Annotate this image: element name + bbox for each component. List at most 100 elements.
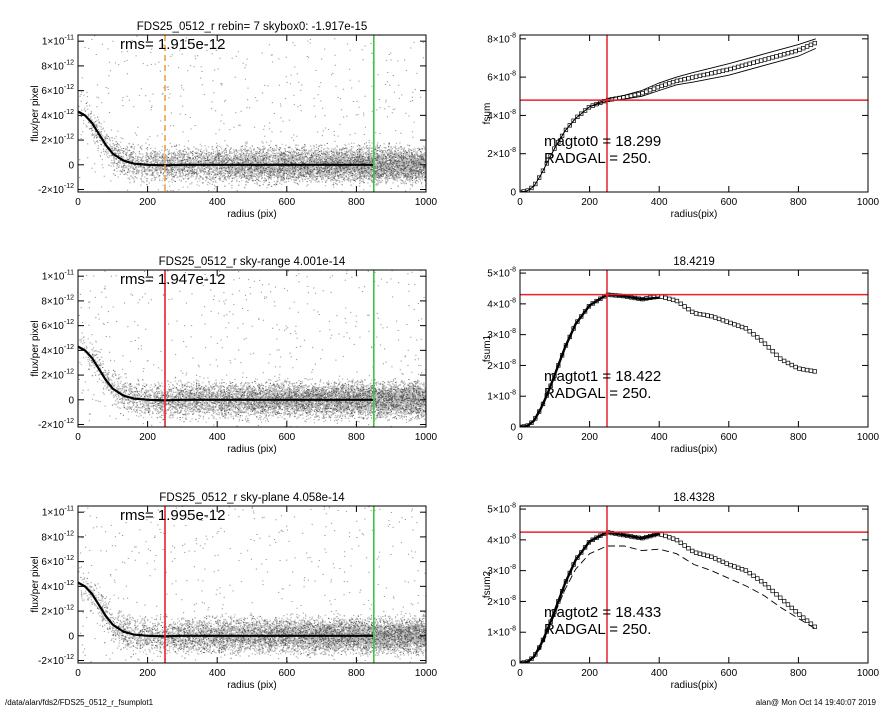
mean-profile-line [78, 581, 374, 638]
x-tick-label: 400 [651, 432, 668, 443]
y-tick-label: 4×10-8 [487, 109, 516, 122]
data-point [720, 68, 726, 73]
data-point [682, 304, 687, 309]
chart-title: FDS25_0512_r sky-plane 4.058e-14 [159, 492, 345, 504]
data-point [716, 69, 722, 74]
mean-profile-line [78, 345, 374, 402]
plot-frame [77, 269, 427, 428]
x-tick-label: 200 [581, 668, 598, 679]
data-point [571, 118, 576, 123]
data-point [709, 314, 714, 319]
data-point [667, 535, 672, 540]
series-line-solid-upper [520, 38, 816, 192]
plot-area-p3 [78, 270, 426, 427]
data-point [686, 76, 691, 81]
data-point [739, 324, 745, 330]
data-point [709, 554, 714, 559]
data-point [536, 175, 542, 180]
x-tick-label: 800 [348, 432, 365, 443]
plot-frame [519, 34, 869, 193]
data-point [655, 85, 660, 90]
radgal-annotation: RADGAL = 250. [544, 385, 651, 402]
data-point [766, 585, 771, 590]
data-point [582, 108, 588, 113]
data-point [659, 83, 664, 89]
data-point [801, 367, 806, 372]
y-tick-label: 1×10-8 [487, 390, 516, 403]
data-point [529, 185, 534, 191]
y-tick-label: 3×10-8 [487, 564, 516, 577]
data-point [693, 311, 699, 316]
data-point [670, 297, 676, 303]
data-point [774, 592, 779, 597]
y-tick-label: 6×10-12 [41, 319, 74, 332]
y-tick-label: 0 [510, 188, 516, 199]
data-point [759, 58, 764, 63]
x-axis-label: radius (pix) [227, 209, 276, 220]
rms-annotation: rms= 1.995e-12 [120, 507, 225, 524]
data-point [774, 352, 779, 358]
data-point [797, 612, 802, 617]
data-point [789, 362, 794, 368]
x-tick-label: 800 [790, 668, 807, 679]
x-tick-label: 0 [517, 668, 523, 679]
x-tick-label: 1000 [415, 668, 438, 679]
data-point [793, 364, 798, 370]
rms-annotation: rms= 1.915e-12 [120, 36, 225, 53]
data-point [663, 533, 668, 539]
data-point [732, 322, 737, 327]
data-point [575, 114, 580, 120]
data-point [678, 77, 683, 83]
data-point [736, 64, 741, 70]
data-point [778, 53, 783, 58]
data-point [751, 60, 756, 65]
data-point [636, 91, 641, 97]
data-point [720, 559, 726, 565]
data-point [736, 323, 741, 328]
data-point [766, 345, 771, 350]
data-point [701, 72, 706, 78]
data-point [690, 309, 695, 315]
data-point [563, 127, 569, 133]
rms-annotation: rms= 1.947e-12 [120, 271, 225, 288]
data-point [739, 63, 745, 68]
radgal-annotation: RADGAL = 250. [544, 150, 651, 167]
y-tick-label: 6×10-12 [41, 555, 74, 568]
data-point [720, 318, 726, 323]
x-tick-label: 200 [139, 668, 156, 679]
data-point [812, 624, 817, 629]
data-point [659, 532, 664, 537]
data-point [766, 56, 771, 61]
chart-p2: 0 200 400 600 800 1000 0 2×10-8 4×10-8 6×10-8 8×10… [482, 32, 880, 220]
x-tick-label: 0 [517, 432, 523, 443]
y-tick-label: -2×10-12 [38, 183, 74, 196]
chart-p6: 0 200 400 600 800 1000 0 1×10-8 2×10-8 3×10-8 4×10… [482, 492, 880, 691]
x-tick-label: 0 [75, 668, 81, 679]
chart-title: FDS25_0512_r sky-range 4.001e-14 [159, 256, 346, 268]
data-point [670, 79, 676, 85]
data-point [686, 307, 691, 312]
data-point [781, 52, 787, 57]
data-point [812, 40, 817, 46]
data-point [674, 298, 680, 304]
data-point [781, 358, 787, 364]
data-point [705, 313, 710, 318]
x-tick-label: 0 [517, 197, 523, 208]
data-point [789, 605, 794, 611]
data-point [697, 311, 703, 317]
x-tick-label: 600 [720, 432, 737, 443]
y-tick-label: 4×10-12 [41, 109, 74, 122]
data-point [544, 161, 549, 166]
x-axis-label: radius (pix) [227, 680, 276, 691]
data-point [724, 319, 729, 324]
data-point [690, 75, 695, 80]
series-line-solid-lower [520, 47, 816, 192]
data-point [736, 565, 741, 570]
x-tick-label: 0 [75, 432, 81, 443]
data-point [697, 551, 703, 556]
chart-title: FDS25_0512_r rebin= 7 skybox0: -1.917e-1… [137, 21, 367, 33]
radgal-annotation: RADGAL = 250. [544, 621, 651, 638]
data-point [552, 146, 557, 151]
data-point [651, 86, 657, 91]
y-tick-label: -2×10-12 [38, 418, 74, 431]
